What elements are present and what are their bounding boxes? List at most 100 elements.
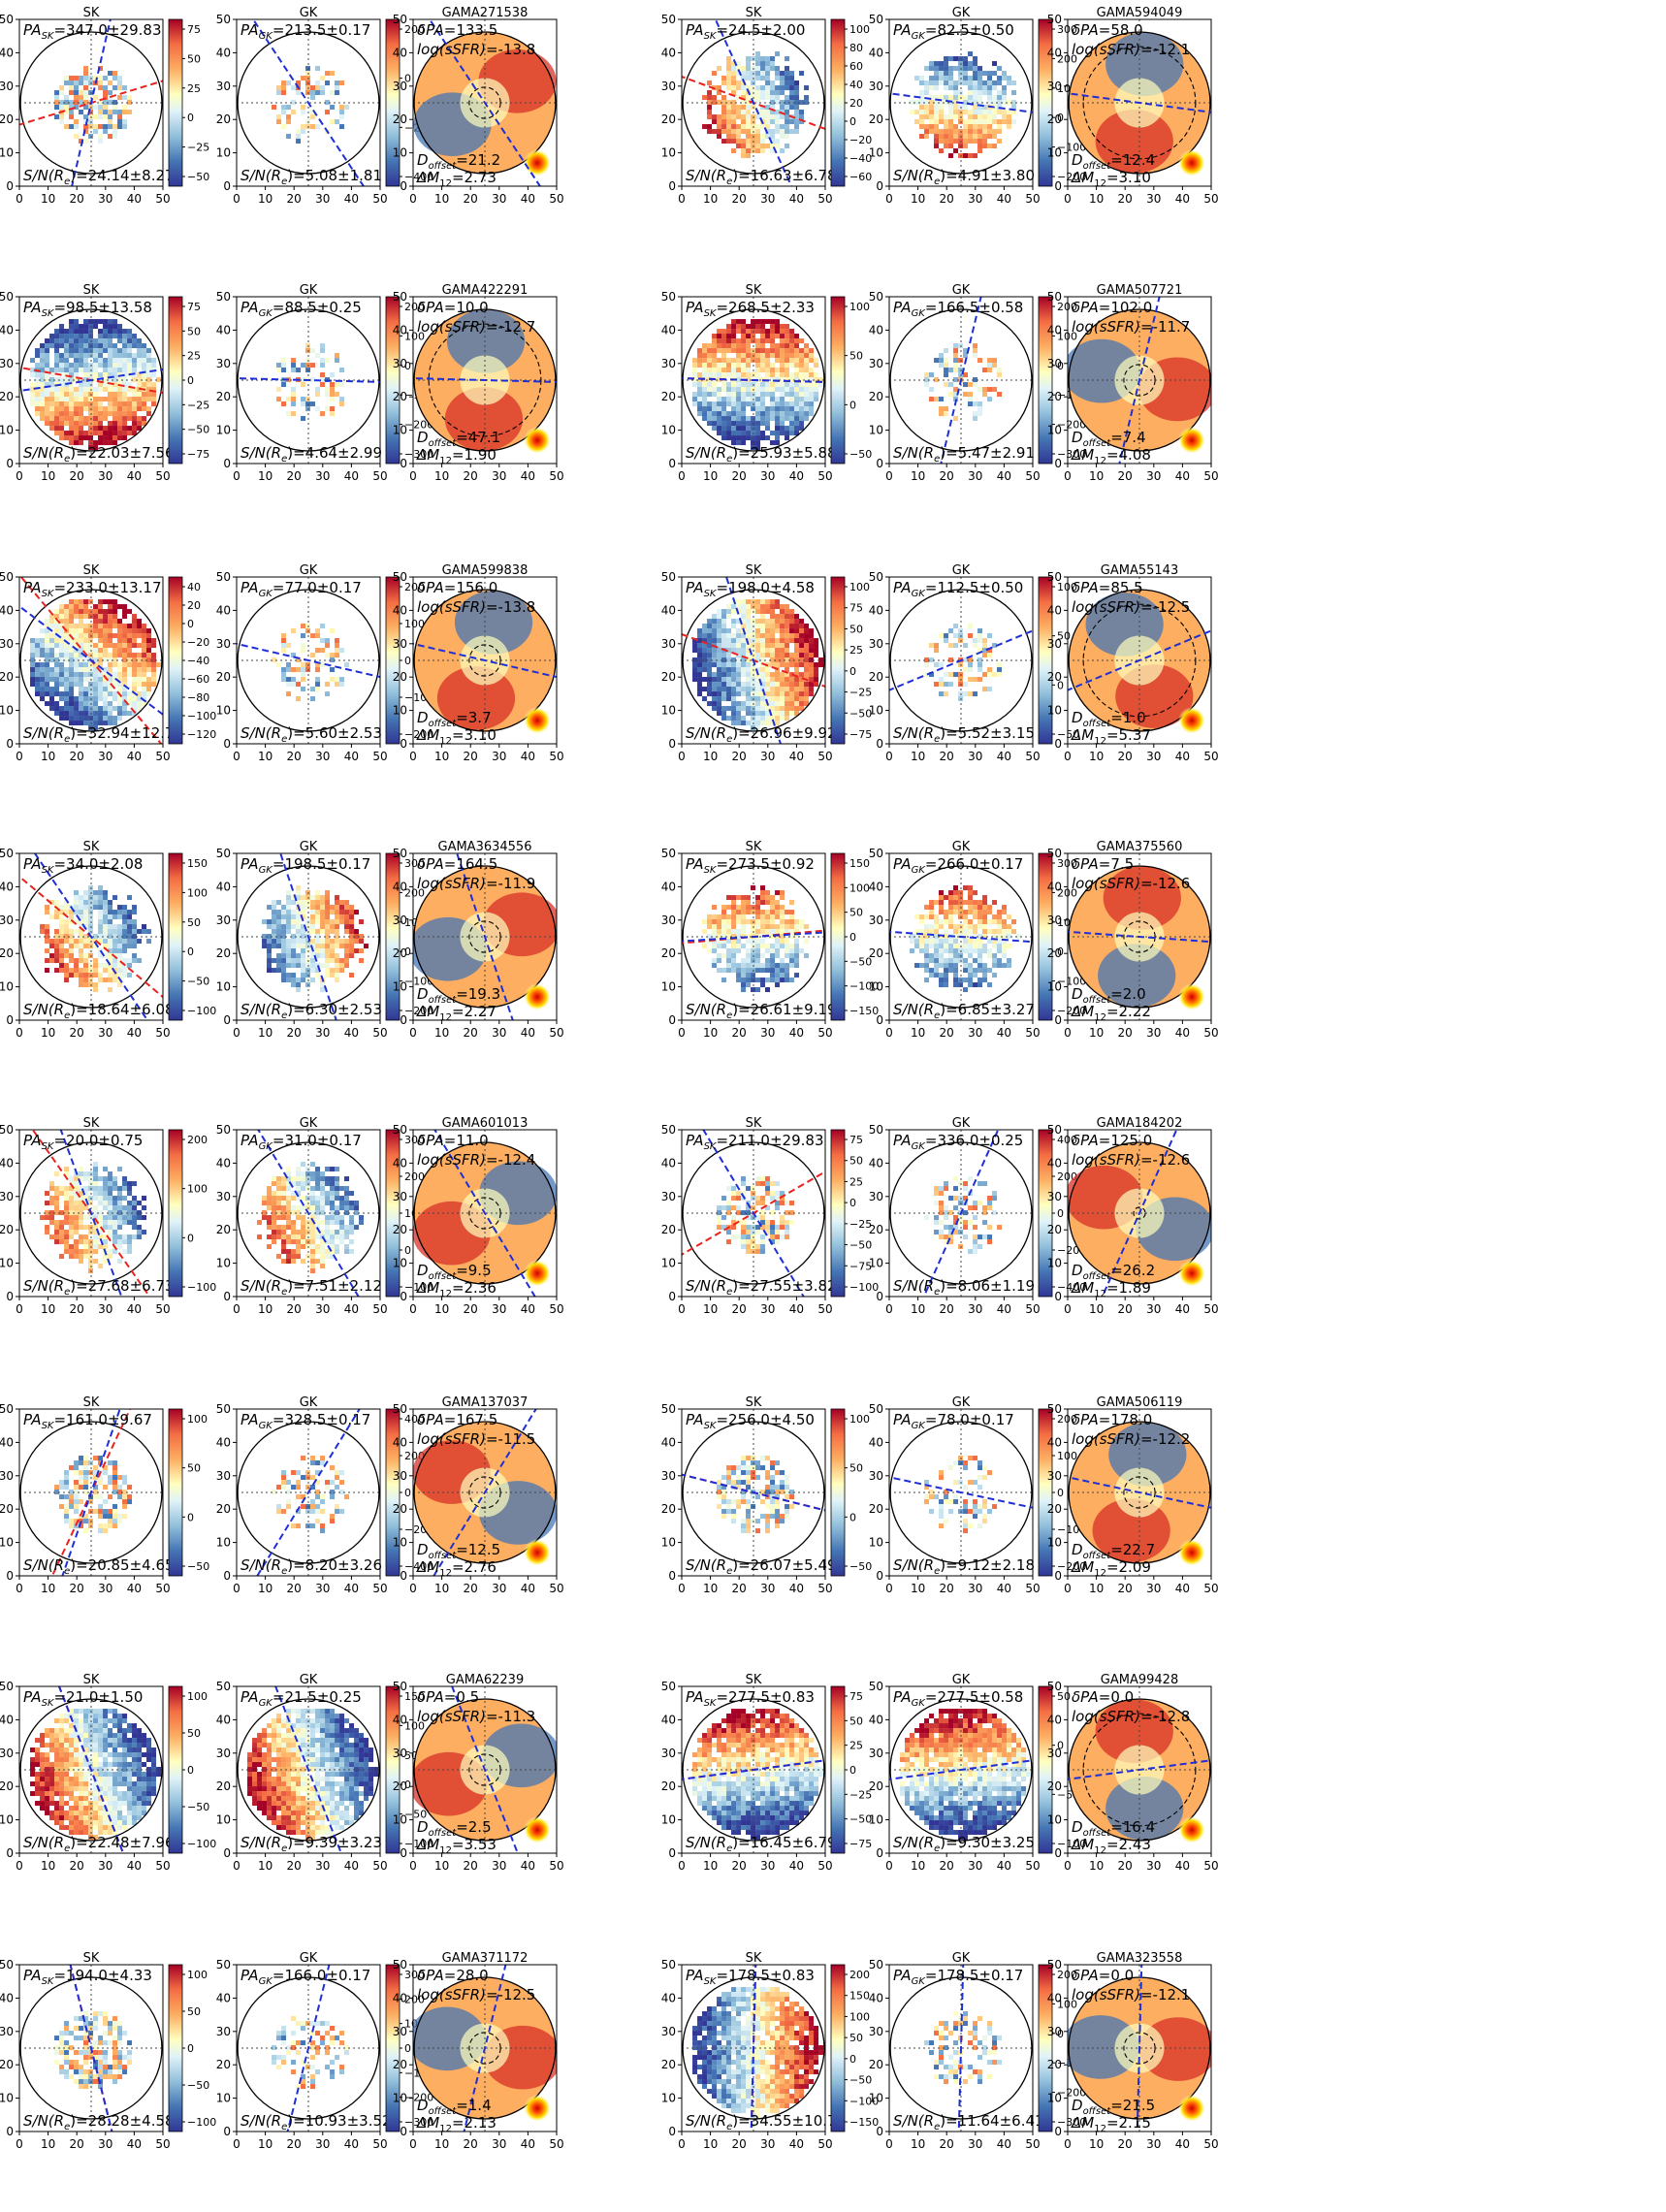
velocity-pixel xyxy=(262,944,268,949)
x-tick-label: 20 xyxy=(464,1026,478,1040)
velocity-pixel xyxy=(755,914,761,920)
y-tick-label: 10 xyxy=(869,704,883,718)
velocity-pixel xyxy=(746,691,752,697)
velocity-pixel xyxy=(142,406,147,412)
velocity-pixel xyxy=(789,701,795,707)
velocity-pixel xyxy=(977,76,983,81)
velocity-pixel xyxy=(799,119,805,125)
velocity-pixel xyxy=(814,392,819,398)
velocity-pixel xyxy=(721,435,727,441)
velocity-pixel xyxy=(785,95,790,101)
x-tick-label: 30 xyxy=(98,750,112,763)
velocity-pixel xyxy=(339,939,345,945)
x-tick-label: 0 xyxy=(409,469,417,483)
velocity-pixel xyxy=(794,677,800,683)
velocity-pixel xyxy=(765,648,771,654)
y-tick-label: 30 xyxy=(869,80,883,93)
velocity-pixel xyxy=(45,348,50,354)
velocity-pixel xyxy=(74,958,80,964)
velocity-pixel xyxy=(731,435,737,441)
velocity-pixel xyxy=(760,406,766,412)
velocity-pixel xyxy=(335,895,340,901)
velocity-pixel xyxy=(330,387,336,393)
velocity-pixel xyxy=(122,628,128,634)
velocity-pixel xyxy=(98,910,104,915)
colorbar-tick-label: 50 xyxy=(187,325,201,337)
velocity-pixel xyxy=(953,66,959,72)
velocity-pixel xyxy=(74,672,80,678)
velocity-pixel xyxy=(310,110,316,115)
y-tick-label: 50 xyxy=(393,570,407,584)
velocity-pixel xyxy=(83,968,89,974)
velocity-pixel xyxy=(697,648,703,654)
velocity-pixel xyxy=(726,662,732,668)
velocity-pixel xyxy=(736,416,742,422)
velocity-pixel xyxy=(117,973,123,978)
velocity-pixel xyxy=(132,701,138,707)
velocity-pixel xyxy=(804,401,810,407)
colorbar-tick-label: −50 xyxy=(187,976,209,988)
velocity-pixel xyxy=(74,134,80,140)
doffset-value: =3.7 xyxy=(456,709,491,726)
velocity-pixel xyxy=(122,687,128,692)
velocity-pixel xyxy=(919,124,925,130)
velocity-pixel xyxy=(103,105,109,111)
velocity-pixel xyxy=(770,672,776,678)
velocity-pixel xyxy=(741,90,747,96)
panel-gk-r0c4: GK0010102020303040405050PAGK=82.5±0.50S/… xyxy=(869,6,1087,206)
velocity-pixel xyxy=(286,929,292,935)
y-tick-label: 40 xyxy=(393,603,407,617)
velocity-pixel xyxy=(746,368,752,373)
velocity-pixel xyxy=(108,134,113,140)
pa-annotation: PASK=98.5±13.58 xyxy=(23,299,152,319)
velocity-pixel xyxy=(40,691,46,697)
velocity-pixel xyxy=(721,711,727,717)
velocity-pixel xyxy=(741,691,747,697)
velocity-pixel xyxy=(286,944,292,949)
velocity-pixel xyxy=(335,929,340,935)
velocity-pixel xyxy=(775,319,781,325)
blue-line xyxy=(725,577,782,744)
velocity-pixel xyxy=(770,119,776,125)
velocity-pixel xyxy=(919,80,925,86)
velocity-pixel xyxy=(74,431,80,436)
velocity-pixel xyxy=(315,406,321,412)
velocity-pixel xyxy=(291,919,297,925)
velocity-pixel xyxy=(785,711,790,717)
velocity-pixel xyxy=(997,672,1003,678)
velocity-pixel xyxy=(780,80,785,86)
colorbar-tick-label: 200 xyxy=(404,581,425,593)
velocity-pixel xyxy=(746,85,752,91)
velocity-pixel xyxy=(98,372,104,378)
x-tick-label: 40 xyxy=(344,1026,359,1040)
velocity-pixel xyxy=(339,648,345,654)
velocity-pixel xyxy=(944,71,949,77)
velocity-pixel xyxy=(276,934,282,940)
velocity-pixel xyxy=(59,85,65,91)
velocity-pixel xyxy=(765,76,771,81)
pa-label: PA xyxy=(240,21,259,39)
velocity-pixel xyxy=(973,353,978,359)
velocity-pixel xyxy=(49,406,55,412)
velocity-pixel xyxy=(103,411,109,417)
velocity-pixel xyxy=(746,687,752,692)
y-tick-label: 0 xyxy=(400,457,407,470)
colorbar xyxy=(168,576,183,745)
velocity-pixel xyxy=(953,90,959,96)
velocity-pixel xyxy=(717,334,722,339)
velocity-pixel xyxy=(286,691,292,697)
velocity-pixel xyxy=(335,682,340,688)
velocity-pixel xyxy=(973,119,978,125)
velocity-pixel xyxy=(963,129,969,135)
velocity-pixel xyxy=(122,914,128,920)
velocity-pixel xyxy=(74,721,80,726)
velocity-pixel xyxy=(335,358,340,364)
velocity-pixel xyxy=(117,392,123,398)
velocity-pixel xyxy=(944,139,949,144)
x-tick-label: 30 xyxy=(760,192,775,206)
velocity-pixel xyxy=(973,139,978,144)
velocity-pixel xyxy=(69,368,75,373)
velocity-pixel xyxy=(137,939,143,945)
velocity-pixel xyxy=(799,643,805,649)
x-tick-label: 30 xyxy=(1146,192,1161,206)
